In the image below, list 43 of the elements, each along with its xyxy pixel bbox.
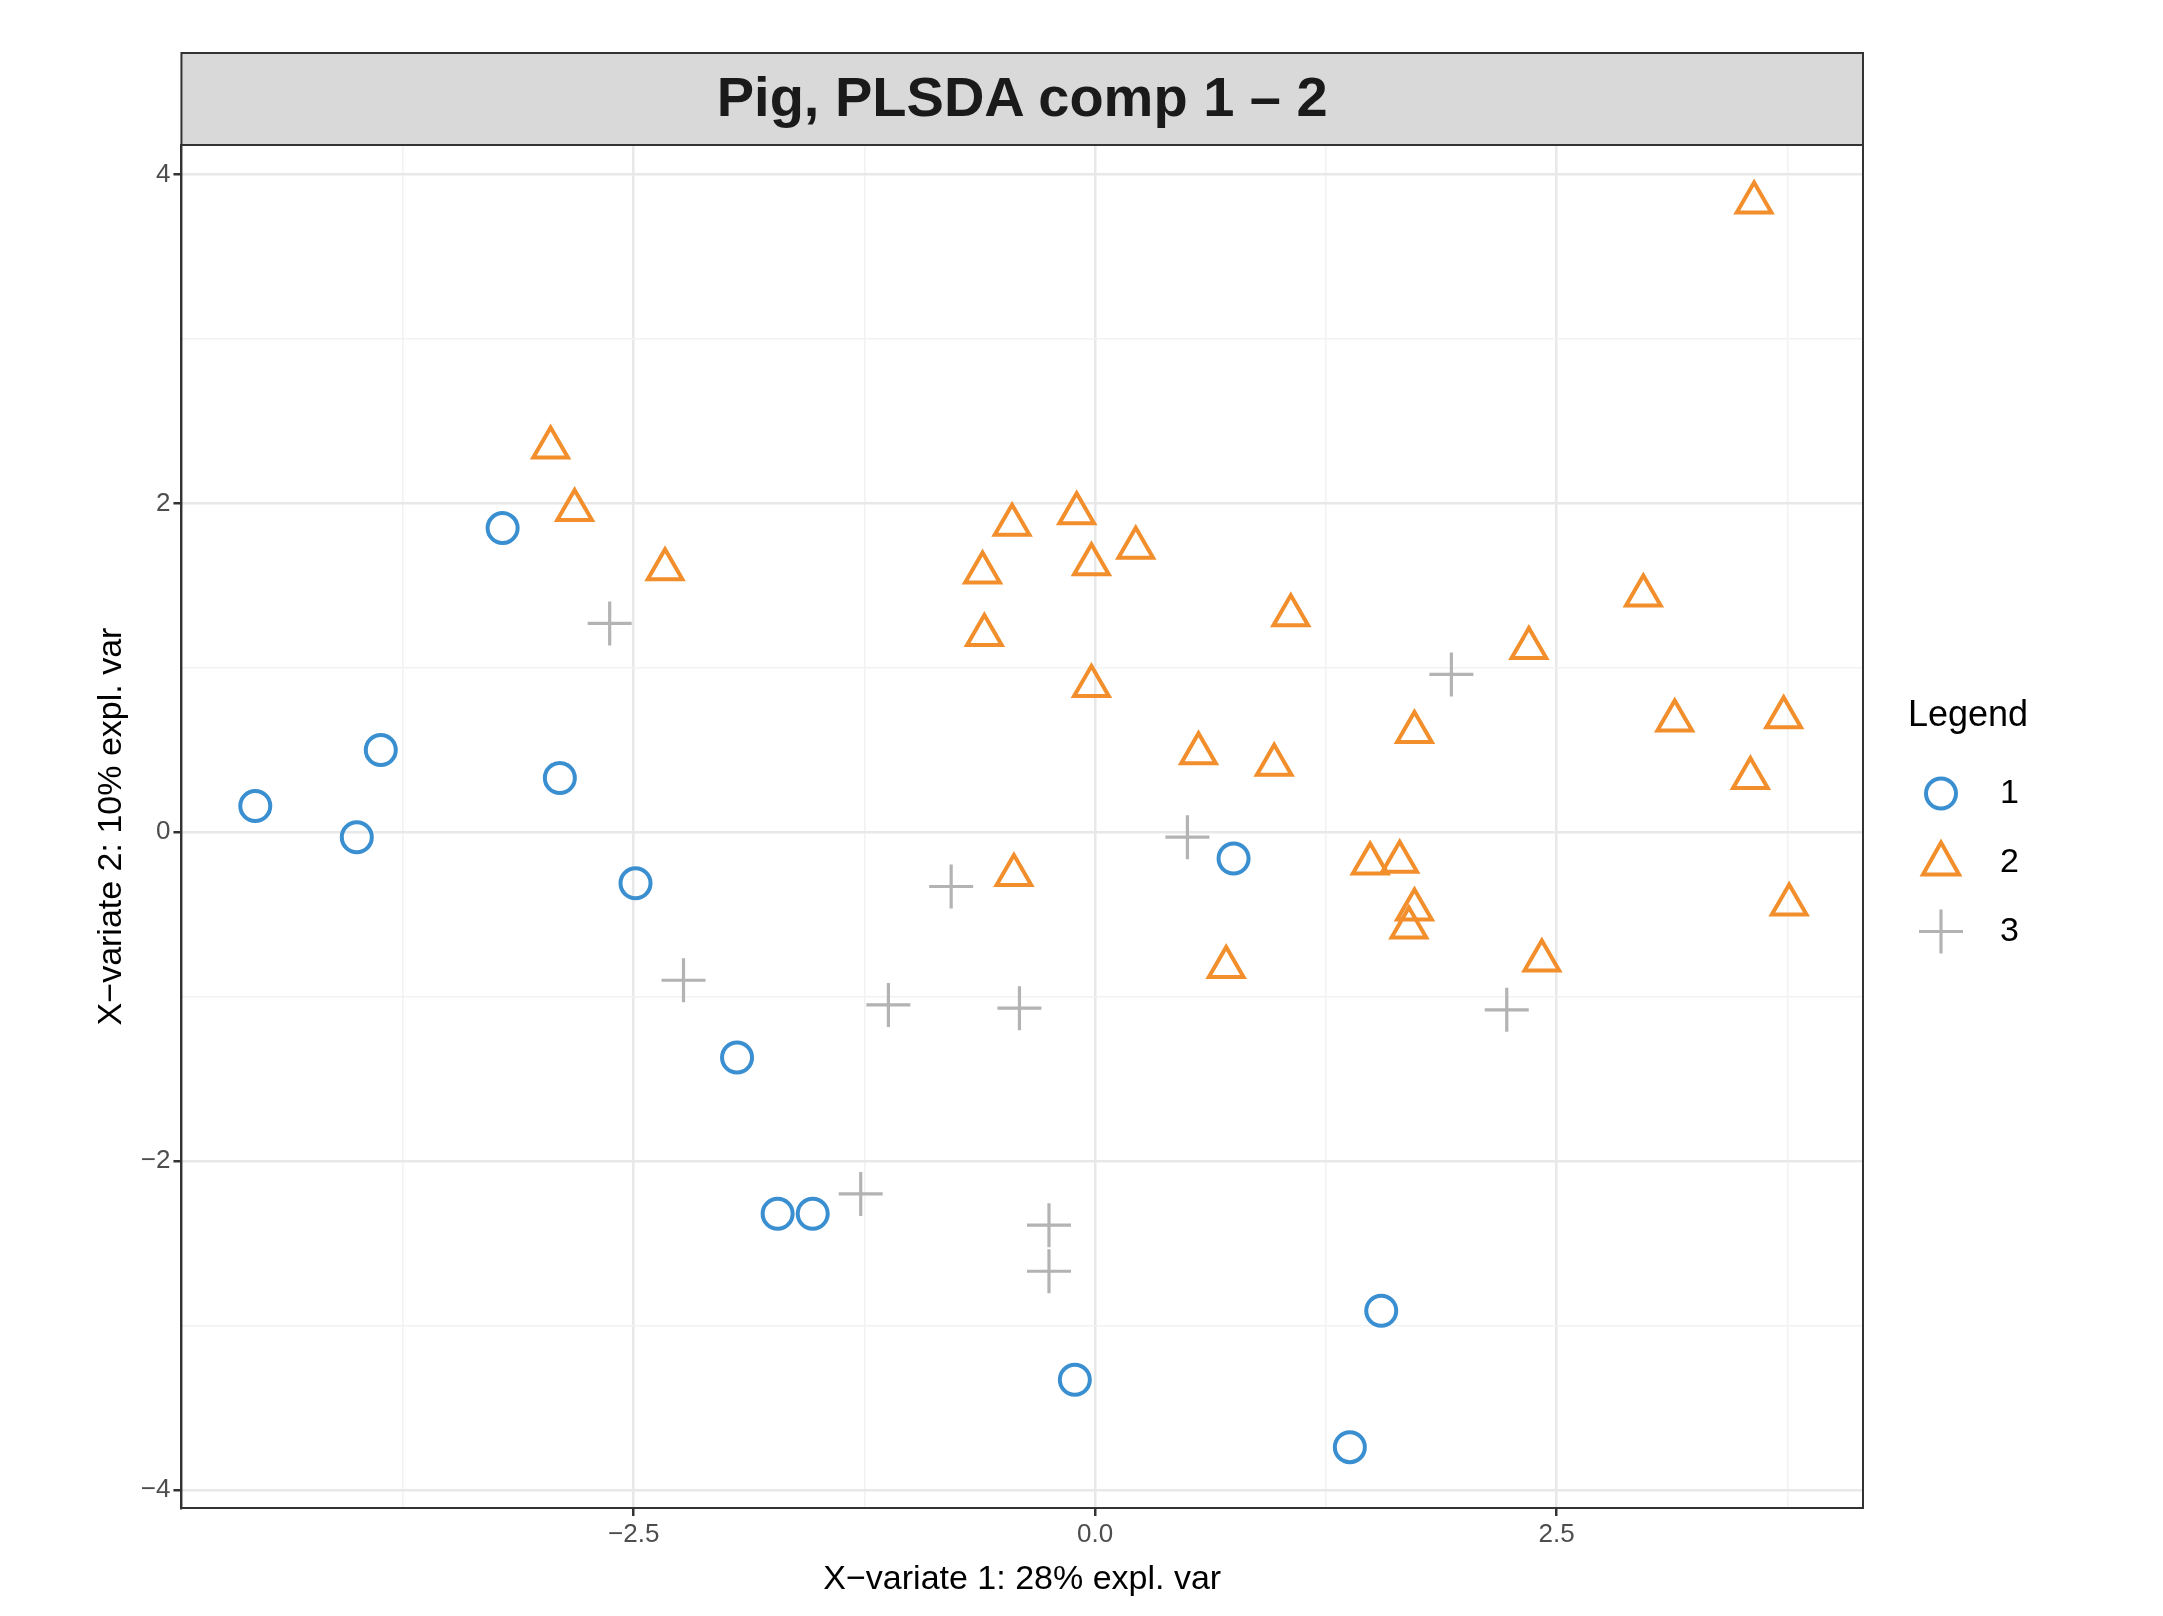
- point: [1484, 987, 1529, 1032]
- y-tick-label: 4: [155, 157, 171, 188]
- y-tick-label: −4: [140, 1473, 171, 1504]
- legend-label: 3: [2000, 909, 2019, 948]
- point: [1179, 731, 1218, 766]
- point: [1057, 491, 1096, 526]
- legend-title: Legend: [1908, 693, 2029, 735]
- point: [963, 550, 1002, 585]
- y-axis-title: X−variate 2: 10% expl. var: [89, 627, 128, 1026]
- point: [555, 488, 594, 522]
- point: [1072, 542, 1111, 577]
- point: [1271, 593, 1311, 628]
- x-axis-title: X−variate 1: 28% expl. var: [823, 1557, 1222, 1596]
- point: [838, 1171, 883, 1216]
- point: [1350, 841, 1390, 876]
- x-tick-label: −2.5: [608, 1517, 660, 1548]
- point: [866, 982, 911, 1027]
- point: [1364, 1293, 1399, 1328]
- point: [1395, 709, 1434, 744]
- point: [994, 853, 1034, 887]
- point: [1731, 756, 1770, 790]
- point: [965, 612, 1004, 647]
- y-tick-label: 0: [155, 815, 171, 846]
- x-tick-label: 2.5: [1538, 1517, 1575, 1548]
- point: [1624, 573, 1663, 608]
- point: [760, 1196, 795, 1231]
- point: [1072, 663, 1111, 698]
- point: [795, 1196, 830, 1231]
- chart-title: Pig, PLSDA comp 1 – 2: [716, 65, 1328, 129]
- point: [1509, 626, 1549, 661]
- y-tick-label: −2: [140, 1144, 171, 1175]
- point: [645, 547, 685, 582]
- point: [1026, 1249, 1071, 1294]
- point: [1655, 698, 1695, 733]
- point: [720, 1040, 755, 1075]
- legend-label: 2: [2000, 840, 2019, 879]
- y-tick-label: 2: [155, 486, 171, 517]
- point: [1026, 1203, 1071, 1248]
- point: [1057, 1362, 1092, 1397]
- legend-label: 1: [2000, 771, 2019, 810]
- point: [1764, 695, 1803, 730]
- x-tick-label: 0.0: [1077, 1517, 1114, 1548]
- point: [1332, 1430, 1367, 1465]
